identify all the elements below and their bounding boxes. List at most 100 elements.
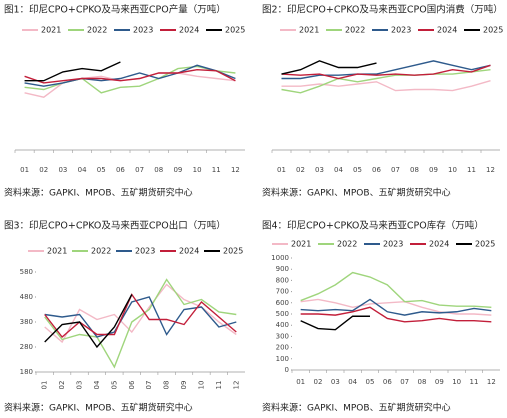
x-tick-label: 04 xyxy=(93,380,101,389)
x-tick-label: 11 xyxy=(467,166,476,174)
x-tick-label: 06 xyxy=(372,166,381,174)
series-line xyxy=(300,298,492,316)
x-tick-label: 03 xyxy=(58,166,67,174)
chart-title: 图3：印尼CPO+CPKO及马来西亚CPO出口（万吨） xyxy=(4,220,226,232)
y-tick-label: 300 xyxy=(276,332,289,340)
x-tick-label: 05 xyxy=(366,378,375,386)
x-tick-label: 12 xyxy=(487,378,496,386)
x-tick-label: 05 xyxy=(97,166,106,174)
x-tick-label: 08 xyxy=(418,378,427,386)
legend-label: 2024 xyxy=(179,247,199,256)
legend-label: 2022 xyxy=(345,26,365,35)
y-tick-label: 700 xyxy=(276,288,289,296)
x-tick-label: 09 xyxy=(429,166,438,174)
series-line xyxy=(24,68,236,84)
series-line xyxy=(44,278,237,369)
x-tick-label: 01 xyxy=(277,166,286,174)
x-tick-label: 02 xyxy=(296,166,305,174)
x-tick-label: 11 xyxy=(215,381,223,390)
x-tick-label: 02 xyxy=(58,381,66,390)
y-tick-label: 180 xyxy=(20,368,33,376)
legend-label: 2022 xyxy=(87,26,107,35)
legend-label: 2021 xyxy=(41,26,61,35)
y-tick-label: 800 xyxy=(276,276,289,284)
legend-label: 2023 xyxy=(391,26,411,35)
x-tick-label: 09 xyxy=(435,378,444,386)
legend-label: 2025 xyxy=(225,26,245,35)
source-note: 资料来源：GAPKI、MPOB、五矿期货研究中心 xyxy=(262,402,451,414)
x-tick-label: 08 xyxy=(163,381,171,390)
x-tick-label: 10 xyxy=(448,166,457,174)
y-tick-label: 200 xyxy=(276,344,289,352)
x-tick-label: 03 xyxy=(315,166,324,174)
legend-label: 2025 xyxy=(483,26,503,35)
y-tick-label: 380 xyxy=(20,318,33,326)
x-tick-label: 08 xyxy=(154,166,163,174)
y-tick-label: 900 xyxy=(276,265,289,273)
x-tick-label: 11 xyxy=(470,378,479,386)
chart-title: 图1：印尼CPO+CPKO及马来西亚CPO产量（万吨） xyxy=(4,4,226,16)
x-tick-label: 12 xyxy=(231,166,240,174)
series-line xyxy=(281,64,491,80)
x-tick-label: 06 xyxy=(128,380,136,389)
x-tick-label: 01 xyxy=(20,166,29,174)
x-tick-label: 10 xyxy=(193,166,202,174)
y-tick-label: 580 xyxy=(20,268,33,276)
x-tick-label: 02 xyxy=(39,166,48,174)
legend-label: 2024 xyxy=(429,240,449,249)
source-note: 资料来源：GAPKI、MPOB、五矿期货研究中心 xyxy=(262,187,451,199)
y-tick-label: 100 xyxy=(276,355,289,363)
x-tick-label: 07 xyxy=(391,166,400,174)
x-tick-label: 11 xyxy=(212,166,221,174)
y-tick-label: 0 xyxy=(285,366,289,374)
series-line xyxy=(300,298,492,316)
x-tick-label: 04 xyxy=(348,378,357,386)
legend-label: 2023 xyxy=(135,247,155,256)
x-tick-label: 01 xyxy=(41,381,49,390)
series-line xyxy=(44,294,133,349)
legend-label: 2021 xyxy=(47,247,67,256)
series-line xyxy=(281,69,491,94)
series-line xyxy=(281,60,491,80)
series-line xyxy=(24,64,236,87)
x-tick-label: 09 xyxy=(173,166,182,174)
legend-label: 2025 xyxy=(223,247,243,256)
y-tick-label: 280 xyxy=(20,343,33,351)
x-tick-label: 05 xyxy=(110,381,118,390)
series-line xyxy=(300,306,492,323)
legend-label: 2021 xyxy=(299,26,319,35)
x-tick-label: 05 xyxy=(353,166,362,174)
series-line xyxy=(281,80,491,92)
legend-label: 2022 xyxy=(91,247,111,256)
series-line xyxy=(44,293,237,339)
source-note: 资料来源：GAPKI、MPOB、五矿期货研究中心 xyxy=(4,187,193,199)
x-tick-label: 12 xyxy=(232,381,240,390)
y-tick-label: 1000 xyxy=(271,254,289,262)
source-note: 资料来源：GAPKI、MPOB、五矿期货研究中心 xyxy=(4,402,193,414)
x-tick-label: 10 xyxy=(197,381,205,390)
x-tick-label: 06 xyxy=(383,378,392,386)
legend-label: 2023 xyxy=(383,240,403,249)
x-tick-label: 10 xyxy=(452,378,461,386)
x-tick-label: 07 xyxy=(400,378,409,386)
series-line xyxy=(281,60,377,75)
x-tick-label: 01 xyxy=(296,378,305,386)
series-line xyxy=(44,296,237,338)
y-tick-label: 600 xyxy=(276,299,289,307)
legend-label: 2021 xyxy=(291,240,311,249)
y-tick-label: 400 xyxy=(276,321,289,329)
y-tick-label: 480 xyxy=(20,293,33,301)
series-line xyxy=(24,61,121,82)
legend-label: 2024 xyxy=(437,26,457,35)
x-tick-label: 07 xyxy=(145,381,153,390)
legend-label: 2025 xyxy=(475,240,495,249)
x-tick-label: 12 xyxy=(486,166,495,174)
legend-label: 2023 xyxy=(133,26,153,35)
legend-label: 2022 xyxy=(337,240,357,249)
x-tick-label: 03 xyxy=(76,381,84,390)
x-tick-label: 04 xyxy=(78,166,87,174)
series-line xyxy=(300,271,492,308)
series-line xyxy=(300,315,370,331)
chart-title: 图4：印尼CPO+CPKO及马来西亚CPO库存（万吨） xyxy=(262,220,484,232)
